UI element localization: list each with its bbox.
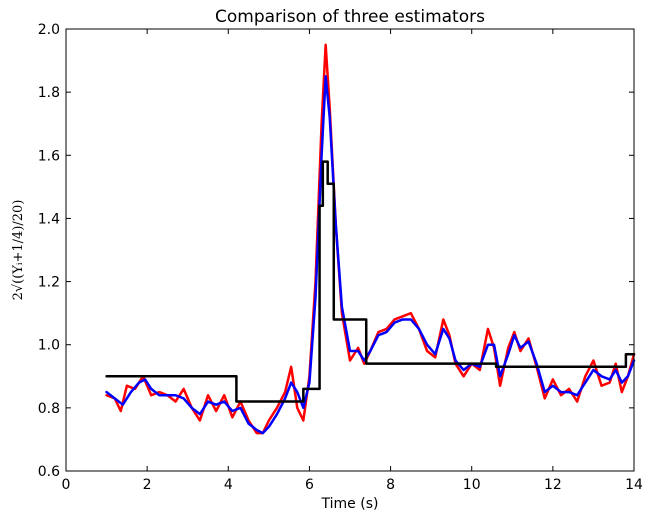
tick-layer: 0 2 4 6 8 10 12 14 0.6 0.8 1.0 1.2 1.4 1.6 1.8 2.0 [38, 22, 643, 493]
y-tick-label: 1.8 [38, 85, 60, 101]
x-tick-label: 0 [62, 477, 71, 493]
plot-frame [65, 28, 635, 472]
series-line-2 [105, 75, 636, 435]
x-tick-label: 4 [224, 477, 233, 493]
y-tick-label: 2.0 [38, 22, 60, 38]
y-tick-label: 0.6 [38, 464, 60, 480]
y-tick-label: 1.6 [38, 148, 60, 164]
x-tick-label: 6 [305, 477, 314, 493]
y-tick-label: 1.4 [38, 211, 60, 227]
x-tick-label: 2 [143, 477, 152, 493]
x-tick-label: 10 [463, 477, 481, 493]
y-tick-label: 1.2 [38, 275, 60, 291]
x-axis-label: Time (s) [321, 496, 379, 512]
y-tick-label: 1.0 [38, 338, 60, 354]
series-layer [105, 43, 636, 435]
x-tick-label: 14 [625, 477, 643, 493]
x-tick-label: 12 [544, 477, 562, 493]
x-tick-label: 8 [386, 477, 395, 493]
y-tick-label: 0.8 [38, 401, 60, 417]
series-line-3 [105, 160, 636, 403]
y-axis-label: 2√((Yᵢ+1/4)/20) [11, 200, 26, 301]
chart-title: Comparison of three estimators [215, 7, 485, 27]
series-line-1 [105, 43, 636, 435]
